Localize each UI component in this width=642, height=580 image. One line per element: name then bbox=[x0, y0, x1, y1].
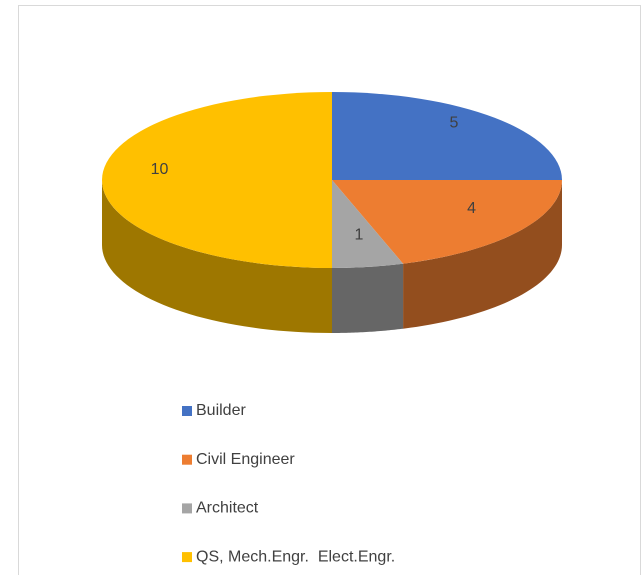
slice bbox=[332, 92, 562, 180]
legend-swatch bbox=[182, 552, 192, 563]
slice bbox=[332, 180, 404, 268]
data-label: 10 bbox=[151, 161, 169, 178]
data-label: 1 bbox=[355, 226, 364, 243]
data-label: 4 bbox=[467, 200, 476, 217]
slice bbox=[332, 180, 562, 264]
legend-swatch bbox=[182, 406, 192, 416]
legend-label: Civil Engineer bbox=[196, 451, 295, 468]
slice bbox=[102, 92, 332, 268]
legend-swatch bbox=[182, 503, 192, 514]
legend-label: Architect bbox=[196, 500, 259, 517]
slice-side bbox=[403, 180, 562, 329]
slice-side bbox=[102, 180, 332, 333]
slice-side bbox=[332, 263, 404, 333]
legend-label: QS, Mech.Engr. Elect.Engr. bbox=[196, 548, 395, 565]
data-label: 5 bbox=[450, 115, 459, 132]
legend-swatch bbox=[182, 454, 192, 465]
legend-label: Builder bbox=[196, 402, 246, 419]
